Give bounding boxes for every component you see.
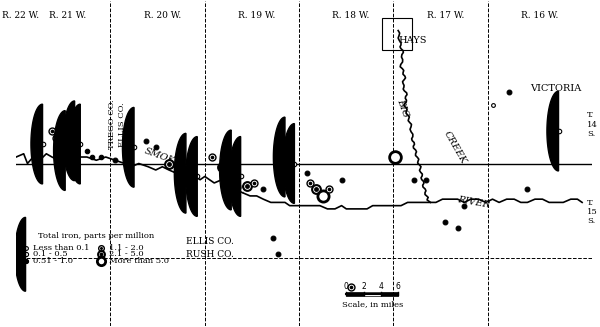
Text: 1.1 - 2.0: 1.1 - 2.0 bbox=[109, 244, 143, 252]
Text: T.
14
S.: T. 14 S. bbox=[587, 112, 598, 138]
Text: HILL: HILL bbox=[220, 177, 247, 196]
Text: R. 22 W.: R. 22 W. bbox=[2, 11, 40, 20]
Text: 0.51 - 1.0: 0.51 - 1.0 bbox=[33, 257, 73, 265]
Text: 4: 4 bbox=[379, 282, 383, 291]
Text: 0.1 - 0.5: 0.1 - 0.5 bbox=[33, 250, 68, 258]
Text: TREGO CO.: TREGO CO. bbox=[109, 100, 116, 149]
Polygon shape bbox=[175, 133, 186, 213]
Polygon shape bbox=[547, 91, 559, 171]
Text: R. 19 W.: R. 19 W. bbox=[238, 11, 275, 20]
Polygon shape bbox=[63, 101, 74, 181]
Text: CREEK: CREEK bbox=[442, 129, 468, 165]
Text: HAYS: HAYS bbox=[398, 36, 427, 45]
Text: 6: 6 bbox=[396, 282, 401, 291]
Text: R. 20 W.: R. 20 W. bbox=[144, 11, 181, 20]
Text: R. 18 W.: R. 18 W. bbox=[332, 11, 370, 20]
Polygon shape bbox=[31, 104, 43, 184]
Polygon shape bbox=[220, 130, 231, 210]
Text: ELLIS CO.: ELLIS CO. bbox=[185, 237, 233, 246]
Text: R. 17 W.: R. 17 W. bbox=[427, 11, 464, 20]
Text: SMOKY: SMOKY bbox=[143, 146, 182, 168]
Bar bbox=[382, 18, 412, 50]
Text: T.
15
S.: T. 15 S. bbox=[587, 199, 598, 225]
Polygon shape bbox=[15, 217, 26, 291]
Text: R. 16 W.: R. 16 W. bbox=[521, 11, 559, 20]
Text: RIVER: RIVER bbox=[457, 195, 491, 210]
Text: Scale, in miles: Scale, in miles bbox=[341, 300, 403, 308]
Text: Less than 0.1: Less than 0.1 bbox=[33, 244, 89, 252]
Polygon shape bbox=[53, 111, 65, 190]
Text: BIG: BIG bbox=[395, 98, 410, 119]
Text: ELLIS CO.: ELLIS CO. bbox=[118, 102, 126, 147]
Polygon shape bbox=[229, 137, 241, 216]
Polygon shape bbox=[68, 104, 80, 184]
Text: 2: 2 bbox=[361, 282, 366, 291]
Text: 0: 0 bbox=[344, 282, 349, 291]
Text: R. 21 W.: R. 21 W. bbox=[49, 11, 86, 20]
Polygon shape bbox=[274, 117, 285, 197]
Text: More than 5.0: More than 5.0 bbox=[109, 257, 169, 265]
Text: VICTORIA: VICTORIA bbox=[530, 84, 581, 94]
Text: RUSH CO.: RUSH CO. bbox=[185, 250, 233, 259]
Text: 2.1 - 5.0: 2.1 - 5.0 bbox=[109, 250, 143, 258]
Polygon shape bbox=[283, 124, 295, 203]
Text: Total iron, parts per million: Total iron, parts per million bbox=[38, 232, 154, 240]
Polygon shape bbox=[185, 137, 197, 216]
Polygon shape bbox=[122, 107, 134, 187]
